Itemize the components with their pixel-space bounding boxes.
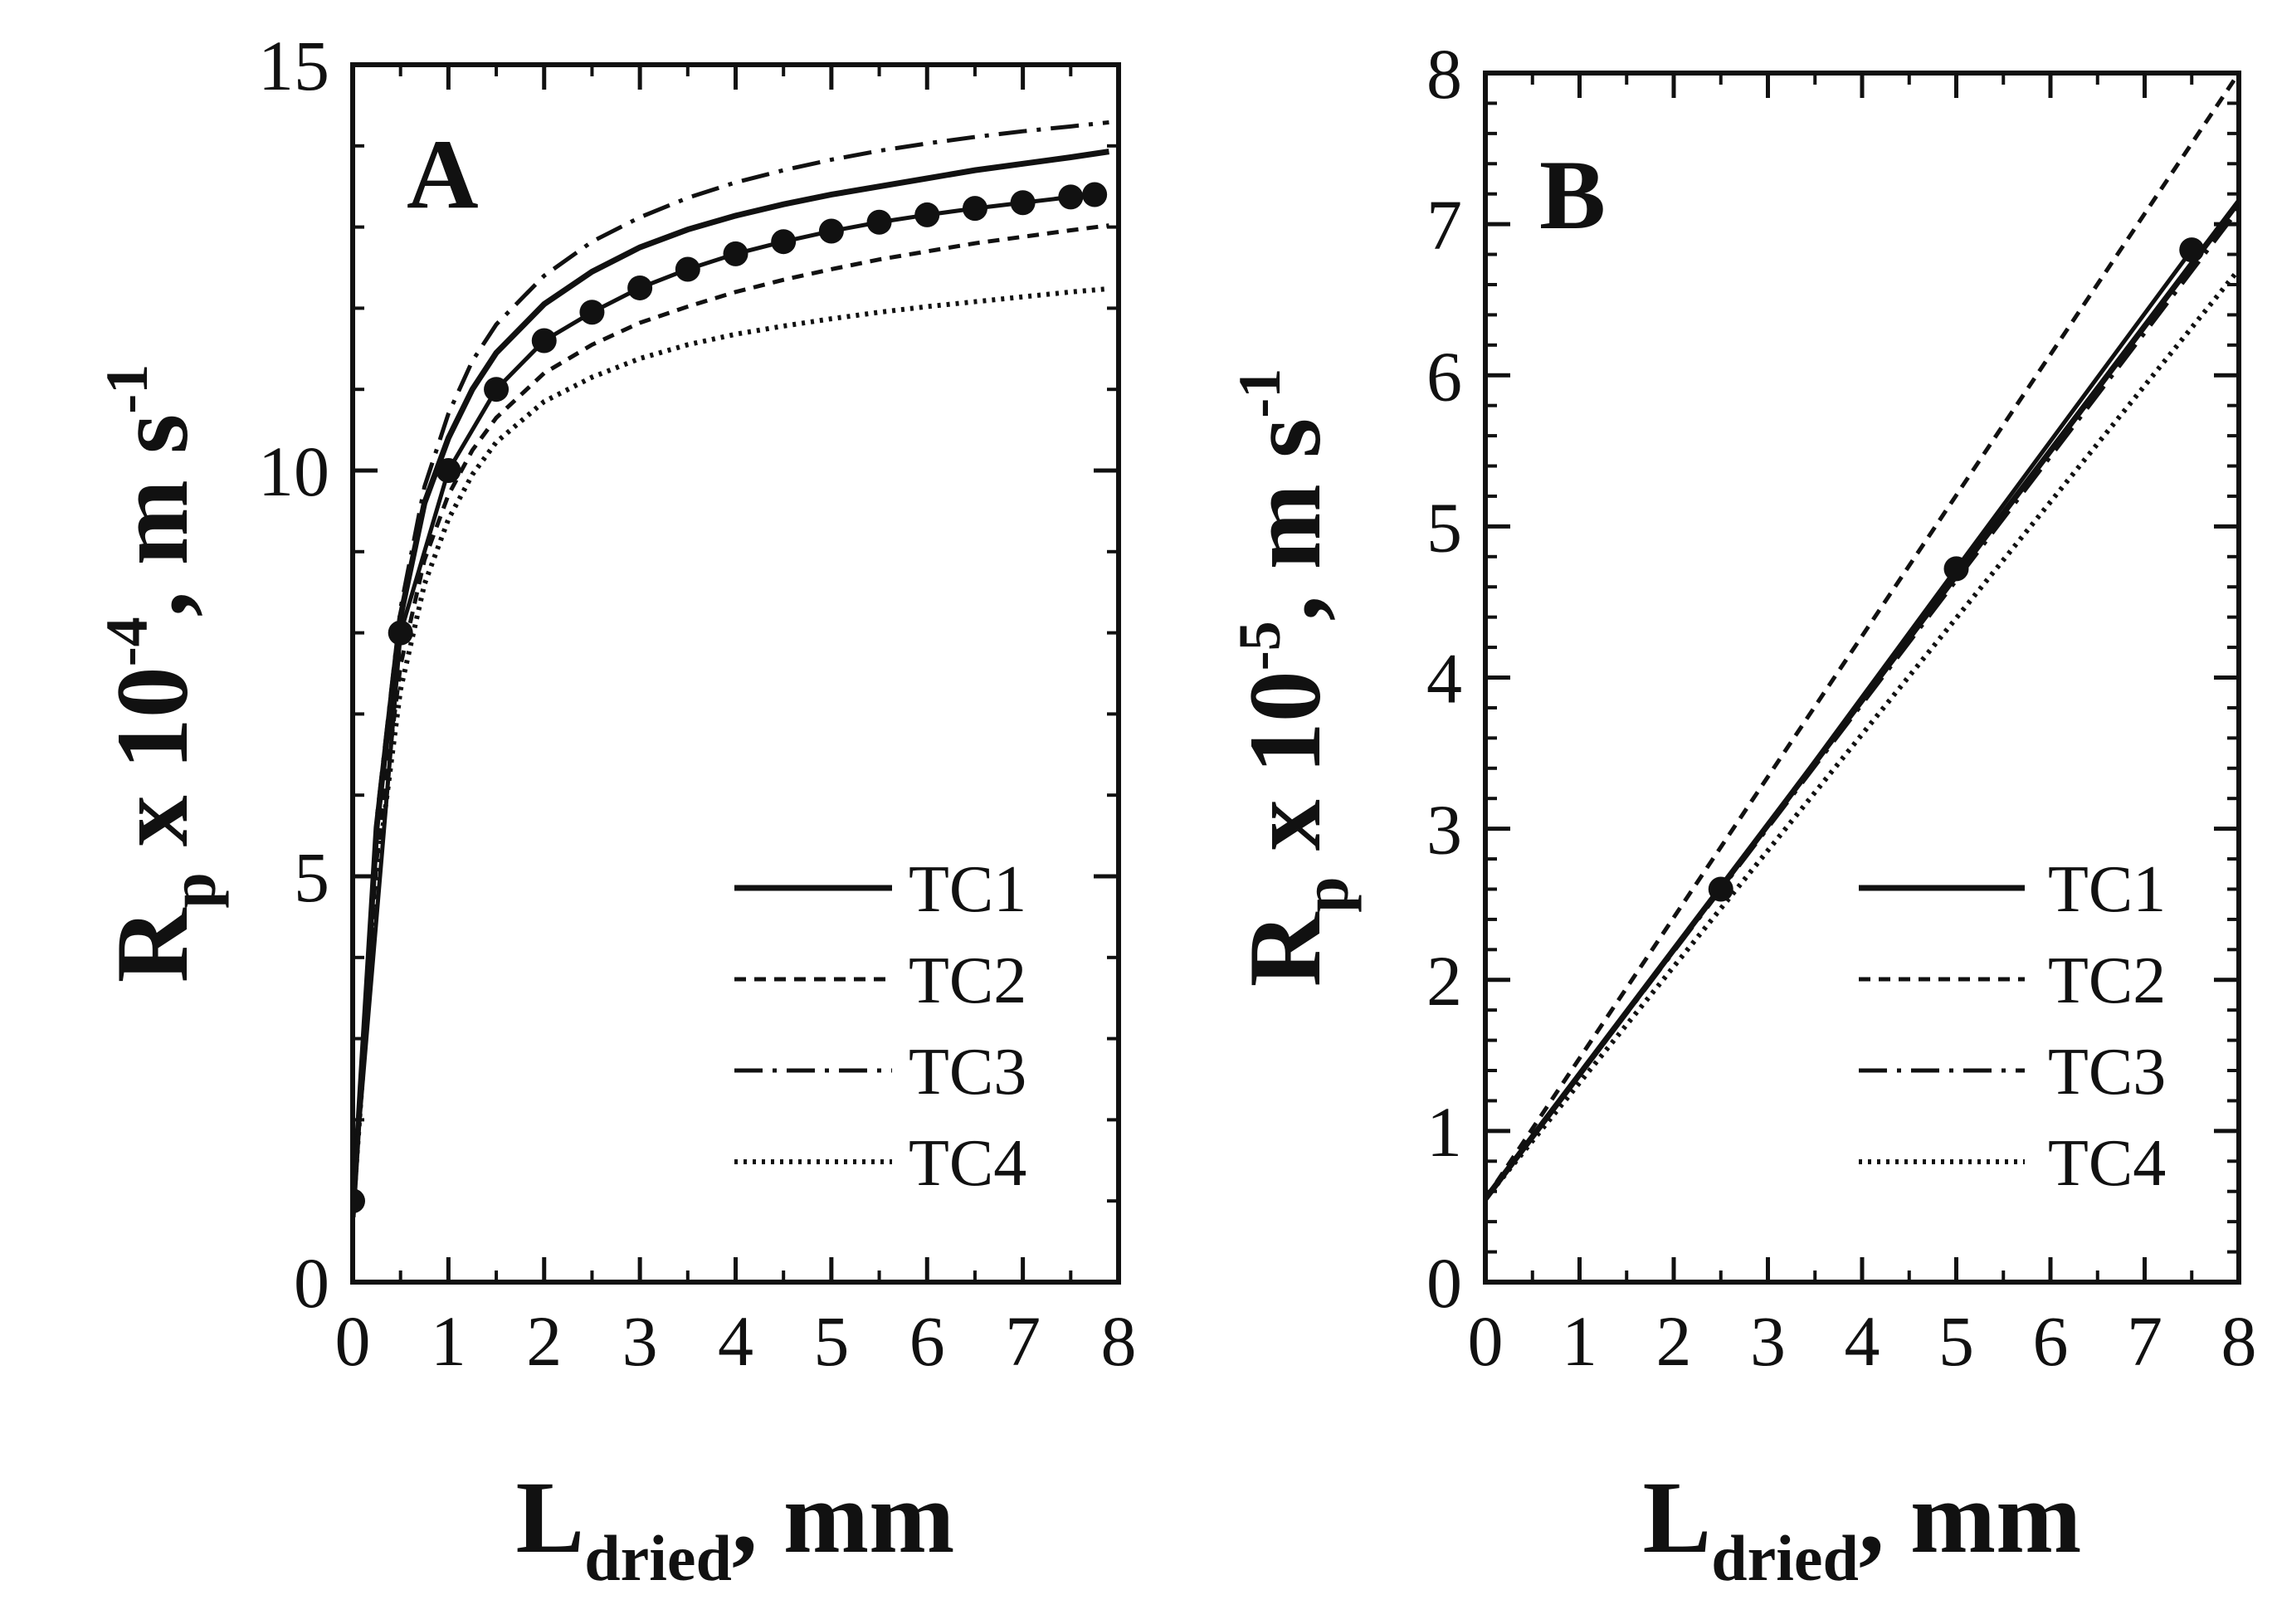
panel-letter: A [407, 119, 479, 229]
legend-label-tc4: TC4 [909, 1127, 1026, 1200]
y-axis-title-sup2: -1 [94, 364, 160, 414]
x-axis-title-main: L [516, 1461, 585, 1574]
x-tick-label: 3 [622, 1301, 658, 1381]
x-axis-title-main: L [1643, 1461, 1712, 1574]
data-point [723, 241, 748, 266]
data-point [1058, 184, 1084, 210]
y-axis-title-unit: , m s [1228, 418, 1342, 622]
data-point [675, 256, 700, 282]
x-axis-title-sub: dried [1711, 1522, 1859, 1594]
y-tick-label: 1 [1426, 1092, 1462, 1172]
x-tick-label: 1 [1562, 1301, 1597, 1381]
legend-label-tc1: TC1 [2048, 853, 2166, 926]
y-tick-label: 4 [1426, 639, 1462, 719]
y-axis-title-sub: p [157, 872, 229, 908]
data-point [914, 202, 940, 227]
series-line-tc4 [1485, 267, 2239, 1201]
y-tick-label: 3 [1426, 790, 1462, 870]
data-point [436, 458, 461, 483]
x-tick-label: 1 [431, 1301, 466, 1381]
data-point [1010, 190, 1036, 216]
x-tick-label: 0 [1468, 1301, 1504, 1381]
x-tick-label: 7 [2127, 1301, 2162, 1381]
data-point [2179, 237, 2205, 263]
series-line-tc2 [353, 223, 1109, 1217]
x-tick-label: 0 [335, 1301, 371, 1381]
y-axis-title: Rp x 10-4, m s-1 [94, 364, 229, 983]
y-axis-title-main: R [1228, 911, 1342, 987]
x-tick-label: 5 [1938, 1301, 1974, 1381]
y-axis-title-sub: p [1290, 876, 1362, 912]
series-line-tc4 [353, 285, 1109, 1217]
data-point [531, 328, 557, 354]
legend-label-tc4: TC4 [2048, 1127, 2166, 1200]
data-point [627, 275, 653, 300]
legend-label-tc2: TC2 [909, 944, 1026, 1017]
y-tick-label: 15 [258, 26, 329, 105]
y-tick-label: 0 [294, 1243, 329, 1323]
y-tick-label: 2 [1426, 941, 1462, 1021]
y-tick-label: 5 [1426, 487, 1462, 567]
x-tick-label: 4 [718, 1301, 753, 1381]
plot-area [1485, 73, 2239, 1201]
legend-label-tc3: TC3 [909, 1036, 1026, 1109]
series-line-tc1 [353, 149, 1109, 1217]
x-tick-label: 3 [1750, 1301, 1786, 1381]
data-point [579, 300, 605, 325]
y-tick-label: 0 [1426, 1243, 1462, 1323]
x-axis-title-sub: dried [584, 1522, 732, 1594]
data-point [962, 196, 987, 222]
x-tick-label: 8 [1101, 1301, 1137, 1381]
x-tick-label: 6 [909, 1301, 945, 1381]
x-tick-label: 5 [813, 1301, 849, 1381]
y-axis-title-mid: x 10 [1228, 671, 1342, 876]
series-line-tc3 [353, 119, 1109, 1217]
y-tick-label: 7 [1426, 185, 1462, 265]
y-axis-title-sup: -5 [1226, 621, 1293, 671]
y-tick-label: 5 [294, 837, 329, 917]
legend-label-tc1: TC1 [909, 853, 1026, 926]
y-axis-title-main: R [95, 907, 209, 983]
legend-label-tc3: TC3 [2048, 1036, 2166, 1109]
data-point [866, 209, 892, 235]
series-line-tc2 [1485, 73, 2239, 1201]
y-axis-title-sup2: -1 [1226, 368, 1293, 418]
y-tick-label: 6 [1426, 336, 1462, 416]
y-tick-label: 10 [258, 432, 329, 511]
data-point [353, 1188, 365, 1214]
data-point [1943, 556, 1969, 582]
x-tick-label: 8 [2221, 1301, 2257, 1381]
y-tick-label: 8 [1426, 34, 1462, 114]
y-axis-title-unit: , m s [95, 414, 209, 617]
data-point [1708, 876, 1733, 902]
data-point [818, 218, 844, 244]
y-axis-title: Rp x 10-5, m s-1 [1226, 368, 1362, 987]
x-tick-label: 4 [1845, 1301, 1880, 1381]
x-axis-title: Ldried, mm [1643, 1461, 2082, 1594]
legend-label-tc2: TC2 [2048, 944, 2166, 1017]
x-tick-label: 2 [526, 1301, 562, 1381]
data-point [1082, 182, 1108, 207]
panel-letter: B [1539, 139, 1606, 250]
x-tick-label: 2 [1656, 1301, 1692, 1381]
data-point [388, 620, 413, 646]
x-axis-title: Ldried, mm [516, 1461, 955, 1594]
y-axis-title-mid: x 10 [95, 666, 209, 872]
x-axis-title-unit: , mm [1859, 1461, 2082, 1574]
y-axis-title-sup: -4 [94, 617, 160, 666]
data-point [771, 229, 797, 255]
plot-area [353, 119, 1109, 1217]
data-point [484, 377, 510, 402]
x-axis-title-unit: , mm [732, 1461, 955, 1574]
x-tick-label: 7 [1005, 1301, 1041, 1381]
x-tick-label: 6 [2033, 1301, 2069, 1381]
